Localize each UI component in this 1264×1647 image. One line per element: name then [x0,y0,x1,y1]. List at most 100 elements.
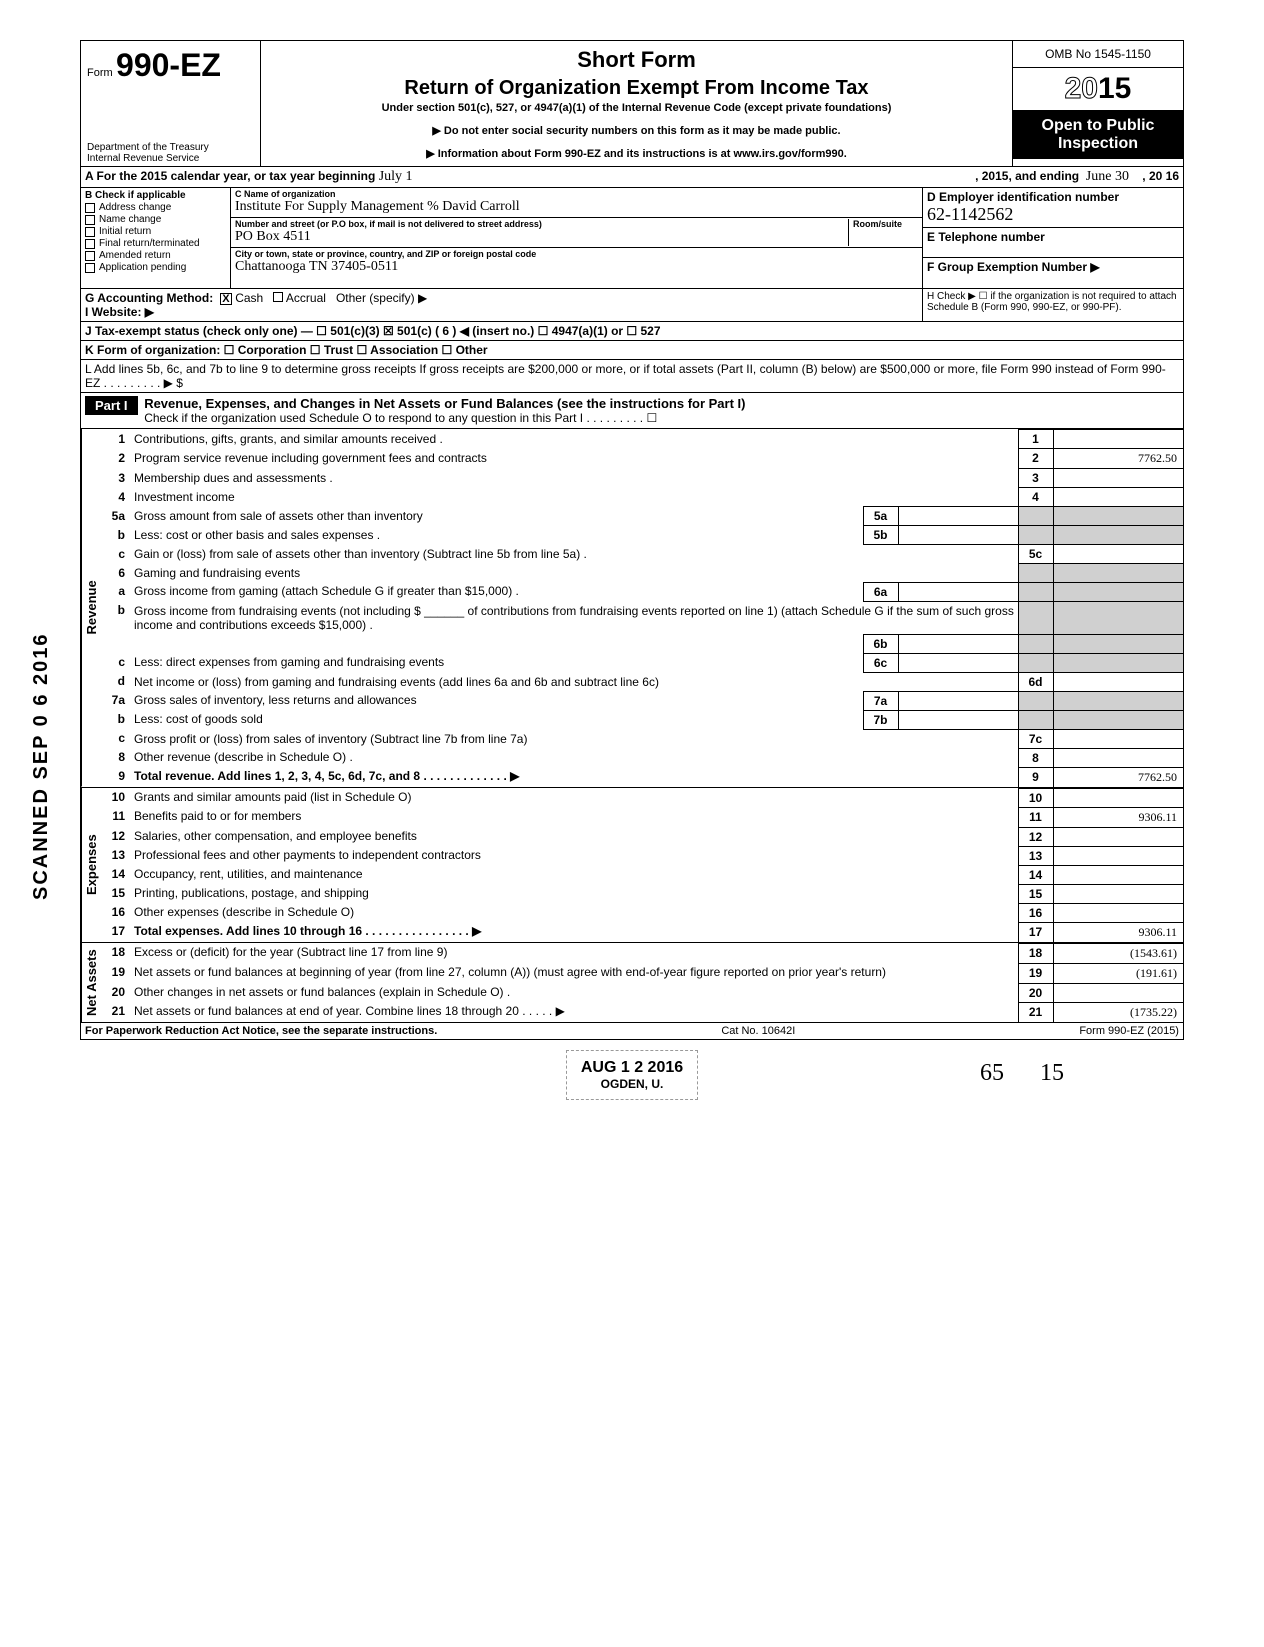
check-address-change[interactable] [85,203,95,213]
row-k-text: K Form of organization: ☐ Corporation ☐ … [85,343,488,357]
city-label: City or town, state or province, country… [235,249,918,259]
line19-value: (191.61) [1053,963,1183,983]
line2-desc: Program service revenue including govern… [131,449,1018,469]
year-bold: 15 [1098,72,1131,105]
dept-irs: Internal Revenue Service [87,153,209,164]
dept-treasury: Department of the Treasury [87,142,209,153]
expenses-table: 10Grants and similar amounts paid (list … [101,788,1183,942]
row-a-mid: , 2015, and ending [975,169,1079,185]
line9-desc: Total revenue. Add lines 1, 2, 3, 4, 5c,… [134,769,519,783]
label-address-change: Address change [99,202,171,213]
label-final-return: Final return/terminated [99,238,200,249]
tax-year: 2015 [1013,68,1183,111]
hand-num-1: 65 [980,1060,1004,1086]
line15-desc: Printing, publications, postage, and shi… [131,884,1018,903]
street-value: PO Box 4511 [235,229,848,245]
line6a-desc: Gross income from gaming (attach Schedul… [131,582,863,601]
expenses-section: Expenses 10Grants and similar amounts pa… [81,788,1183,943]
line14-desc: Occupancy, rent, utilities, and maintena… [131,865,1018,884]
line7c-desc: Gross profit or (loss) from sales of inv… [131,729,1018,748]
col-de: D Employer identification number 62-1142… [923,188,1183,288]
org-name: Institute For Supply Management % David … [235,199,918,215]
year-outline: 20 [1065,72,1098,105]
form-number: 990-EZ [116,47,221,83]
net-assets-side-label: Net Assets [81,943,101,1022]
row-a-label: A For the 2015 calendar year, or tax yea… [85,169,375,185]
form-prefix: Form [87,67,113,79]
form-ref: Form 990-EZ (2015) [1079,1025,1179,1037]
line2-value: 7762.50 [1053,449,1183,469]
row-g-i-h: G Accounting Method: X Cash Accrual Othe… [81,289,1183,322]
tel-label: E Telephone number [927,230,1045,244]
part1-check: Check if the organization used Schedule … [144,411,745,425]
part1-label: Part I [85,396,138,415]
line16-desc: Other expenses (describe in Schedule O) [131,903,1018,922]
label-application-pending: Application pending [99,262,186,273]
line11-value: 9306.11 [1053,807,1183,827]
return-title: Return of Organization Exempt From Incom… [271,77,1002,100]
line6-desc: Gaming and fundraising events [131,564,1018,583]
paperwork-notice: For Paperwork Reduction Act Notice, see … [85,1025,437,1037]
line1-desc: Contributions, gifts, grants, and simila… [131,430,1018,449]
line4-desc: Investment income [131,488,1018,507]
line18-desc: Excess or (deficit) for the year (Subtra… [131,943,1018,963]
stamp-ogden: OGDEN, U. [581,1077,683,1091]
row-a-endyear: , 20 16 [1142,169,1179,185]
cat-no: Cat No. 10642I [721,1025,795,1037]
check-initial-return[interactable] [85,227,95,237]
subtitle: Under section 501(c), 527, or 4947(a)(1)… [271,102,1002,114]
notice-info: ▶ Information about Form 990-EZ and its … [271,147,1002,160]
omb-number: OMB No 1545-1150 [1013,41,1183,68]
label-amended: Amended return [99,250,171,261]
check-final-return[interactable] [85,239,95,249]
h-schedule-b: H Check ▶ ☐ if the organization is not r… [923,289,1183,321]
check-amended[interactable] [85,251,95,261]
check-name-change[interactable] [85,215,95,225]
line6d-desc: Net income or (loss) from gaming and fun… [131,672,1018,691]
line21-desc: Net assets or fund balances at end of ye… [131,1002,1018,1022]
received-stamp-area: AUG 1 2 2016 OGDEN, U. 65 15 [80,1050,1184,1130]
check-application-pending[interactable] [85,263,95,273]
net-assets-table: 18Excess or (deficit) for the year (Subt… [101,943,1183,1022]
line19-desc: Net assets or fund balances at beginning… [131,963,1018,983]
check-accrual[interactable] [273,292,283,302]
net-assets-section: Net Assets 18Excess or (deficit) for the… [81,943,1183,1023]
col-b-title: B Check if applicable [85,190,186,201]
part1-header-row: Part I Revenue, Expenses, and Changes in… [81,393,1183,429]
expenses-side-label: Expenses [81,788,101,942]
room-label: Room/suite [853,219,918,229]
label-other-method: Other (specify) ▶ [336,291,427,305]
tax-year-end: June 30 [1086,169,1129,185]
line17-value: 9306.11 [1053,922,1183,942]
row-j-tax-exempt: J Tax-exempt status (check only one) — ☐… [81,322,1183,341]
line7b-desc: Less: cost of goods sold [131,710,863,729]
line11-desc: Benefits paid to or for members [131,807,1018,827]
line13-desc: Professional fees and other payments to … [131,846,1018,865]
tax-year-begin: July 1 [379,169,413,185]
check-cash[interactable]: X [220,293,232,305]
row-l-gross-receipts: L Add lines 5b, 6c, and 7b to line 9 to … [81,360,1183,393]
line7a-desc: Gross sales of inventory, less returns a… [131,691,863,710]
hand-numbers: 65 15 [980,1060,1064,1087]
revenue-table: 1Contributions, gifts, grants, and simil… [101,429,1183,787]
open-to-public: Open to Public Inspection [1013,111,1183,159]
part1-title: Revenue, Expenses, and Changes in Net As… [144,396,745,411]
line5c-desc: Gain or (loss) from sale of assets other… [131,545,1018,564]
scanned-stamp: SCANNED SEP 0 6 2016 [30,632,53,900]
section-bcde: B Check if applicable Address change Nam… [81,188,1183,289]
line21-value: (1735.22) [1053,1002,1183,1022]
col-c-org: C Name of organization Institute For Sup… [231,188,923,288]
line9-value: 7762.50 [1053,767,1183,787]
revenue-section: Revenue 1Contributions, gifts, grants, a… [81,429,1183,788]
line8-desc: Other revenue (describe in Schedule O) . [131,748,1018,767]
notice-ssn: ▶ Do not enter social security numbers o… [271,124,1002,137]
line5b-desc: Less: cost or other basis and sales expe… [131,526,863,545]
line5a-desc: Gross amount from sale of assets other t… [131,507,863,526]
org-name-label: C Name of organization [235,189,918,199]
line18-value: (1543.61) [1053,943,1183,963]
hand-num-2: 15 [1040,1060,1064,1086]
group-exemption-label: F Group Exemption Number ▶ [927,260,1100,274]
ein-value: 62-1142562 [927,204,1179,225]
label-cash: Cash [235,291,263,305]
label-name-change: Name change [99,214,161,225]
